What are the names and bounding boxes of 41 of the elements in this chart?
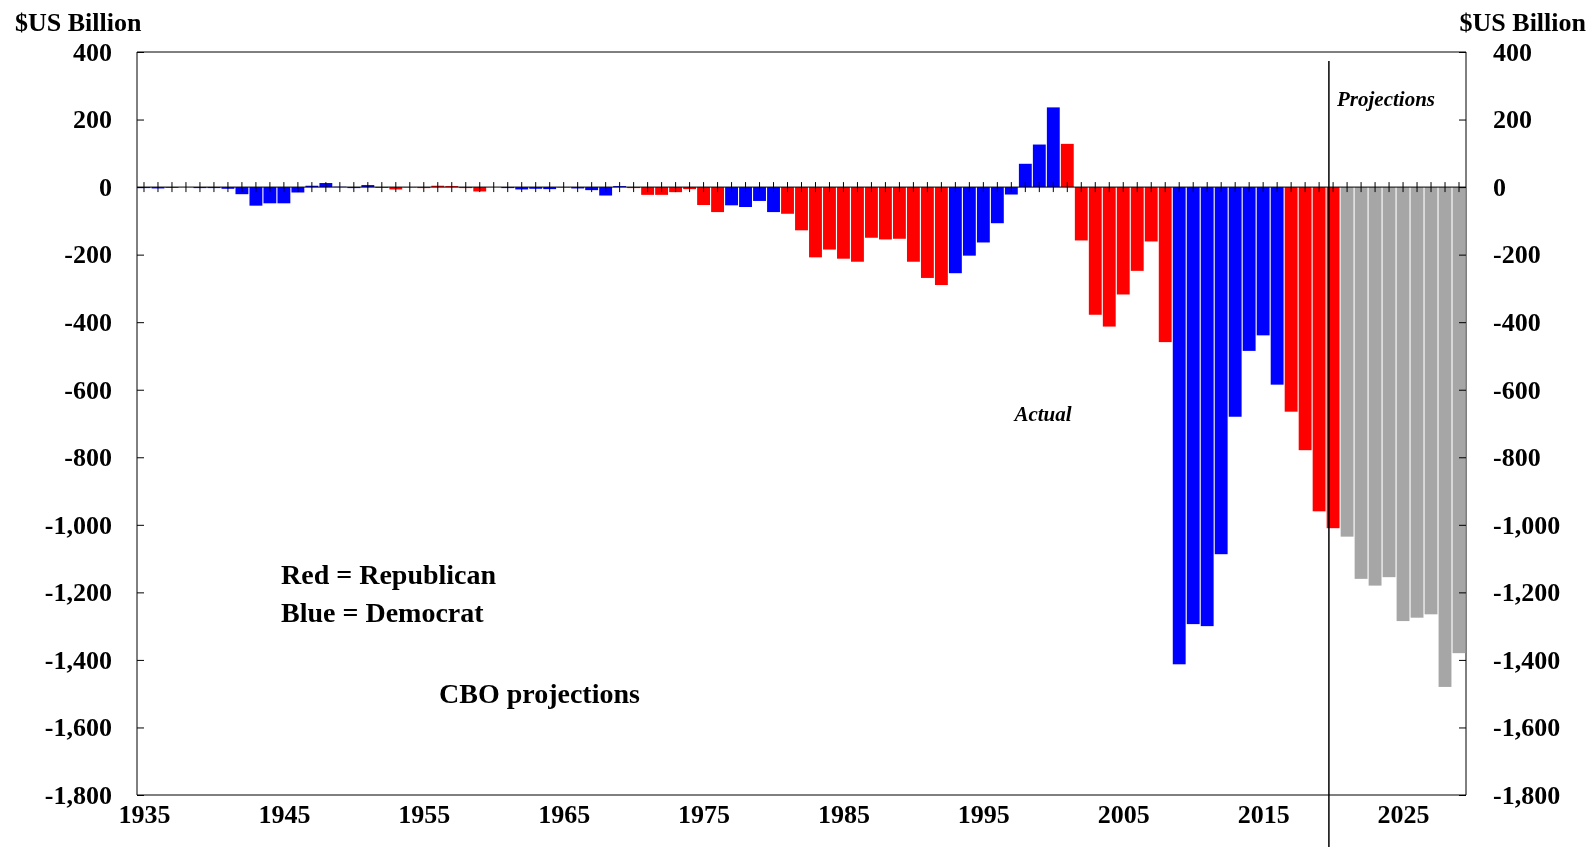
x-tick-label: 2015 bbox=[1237, 800, 1290, 830]
y2-tick-label: 200 bbox=[1493, 105, 1532, 135]
y-tick-label: -1,800 bbox=[44, 780, 112, 810]
annotation: Blue = Democrat bbox=[281, 597, 485, 628]
y-tick-label: 400 bbox=[73, 37, 112, 67]
y-tick-label: -800 bbox=[64, 443, 112, 473]
x-tick-label: 1945 bbox=[258, 800, 311, 830]
y2-tick-label: -200 bbox=[1493, 240, 1541, 270]
y-tick-label: -600 bbox=[64, 375, 112, 405]
x-tick-label: 1985 bbox=[817, 800, 870, 830]
x-tick-label: 1965 bbox=[538, 800, 591, 830]
y2-tick-label: -1,600 bbox=[1493, 713, 1561, 743]
y-axis-title: $US Billion bbox=[15, 8, 142, 37]
annotation: Red = Republican bbox=[281, 559, 497, 590]
y2-axis-title: $US Billion bbox=[1459, 8, 1587, 37]
y-tick-label: -200 bbox=[64, 240, 112, 270]
y2-tick-label: -1,200 bbox=[1493, 578, 1561, 608]
y-tick-label: -1,200 bbox=[44, 578, 112, 608]
y2-tick-label: -1,000 bbox=[1493, 510, 1561, 540]
y-tick-label: 0 bbox=[99, 172, 112, 202]
x-tick-label: 1995 bbox=[957, 800, 1010, 830]
y-tick-label: -1,600 bbox=[44, 713, 112, 743]
x-tick-label: 1955 bbox=[398, 800, 451, 830]
x-tick-label: 1935 bbox=[118, 800, 171, 830]
y-tick-label: -1,000 bbox=[44, 510, 112, 540]
y2-tick-label: 400 bbox=[1493, 37, 1532, 67]
y-tick-label: -400 bbox=[64, 308, 112, 337]
y2-tick-label: -400 bbox=[1493, 308, 1541, 337]
annotation: CBO projections bbox=[439, 678, 641, 709]
y2-tick-label: -1,800 bbox=[1493, 780, 1561, 810]
y-tick-label: 200 bbox=[73, 105, 112, 135]
x-tick-label: 2025 bbox=[1377, 800, 1430, 830]
y2-tick-label: 0 bbox=[1493, 172, 1506, 202]
x-tick-label: 1975 bbox=[678, 800, 731, 830]
annotation: Actual bbox=[1012, 402, 1072, 426]
x-tick-label: 2005 bbox=[1097, 800, 1150, 830]
y-tick-label: -1,400 bbox=[44, 645, 112, 675]
y2-tick-label: -800 bbox=[1493, 443, 1541, 473]
y2-tick-label: -1,400 bbox=[1493, 645, 1561, 675]
annotation: Projections bbox=[1336, 87, 1435, 111]
y2-tick-label: -600 bbox=[1493, 375, 1541, 405]
